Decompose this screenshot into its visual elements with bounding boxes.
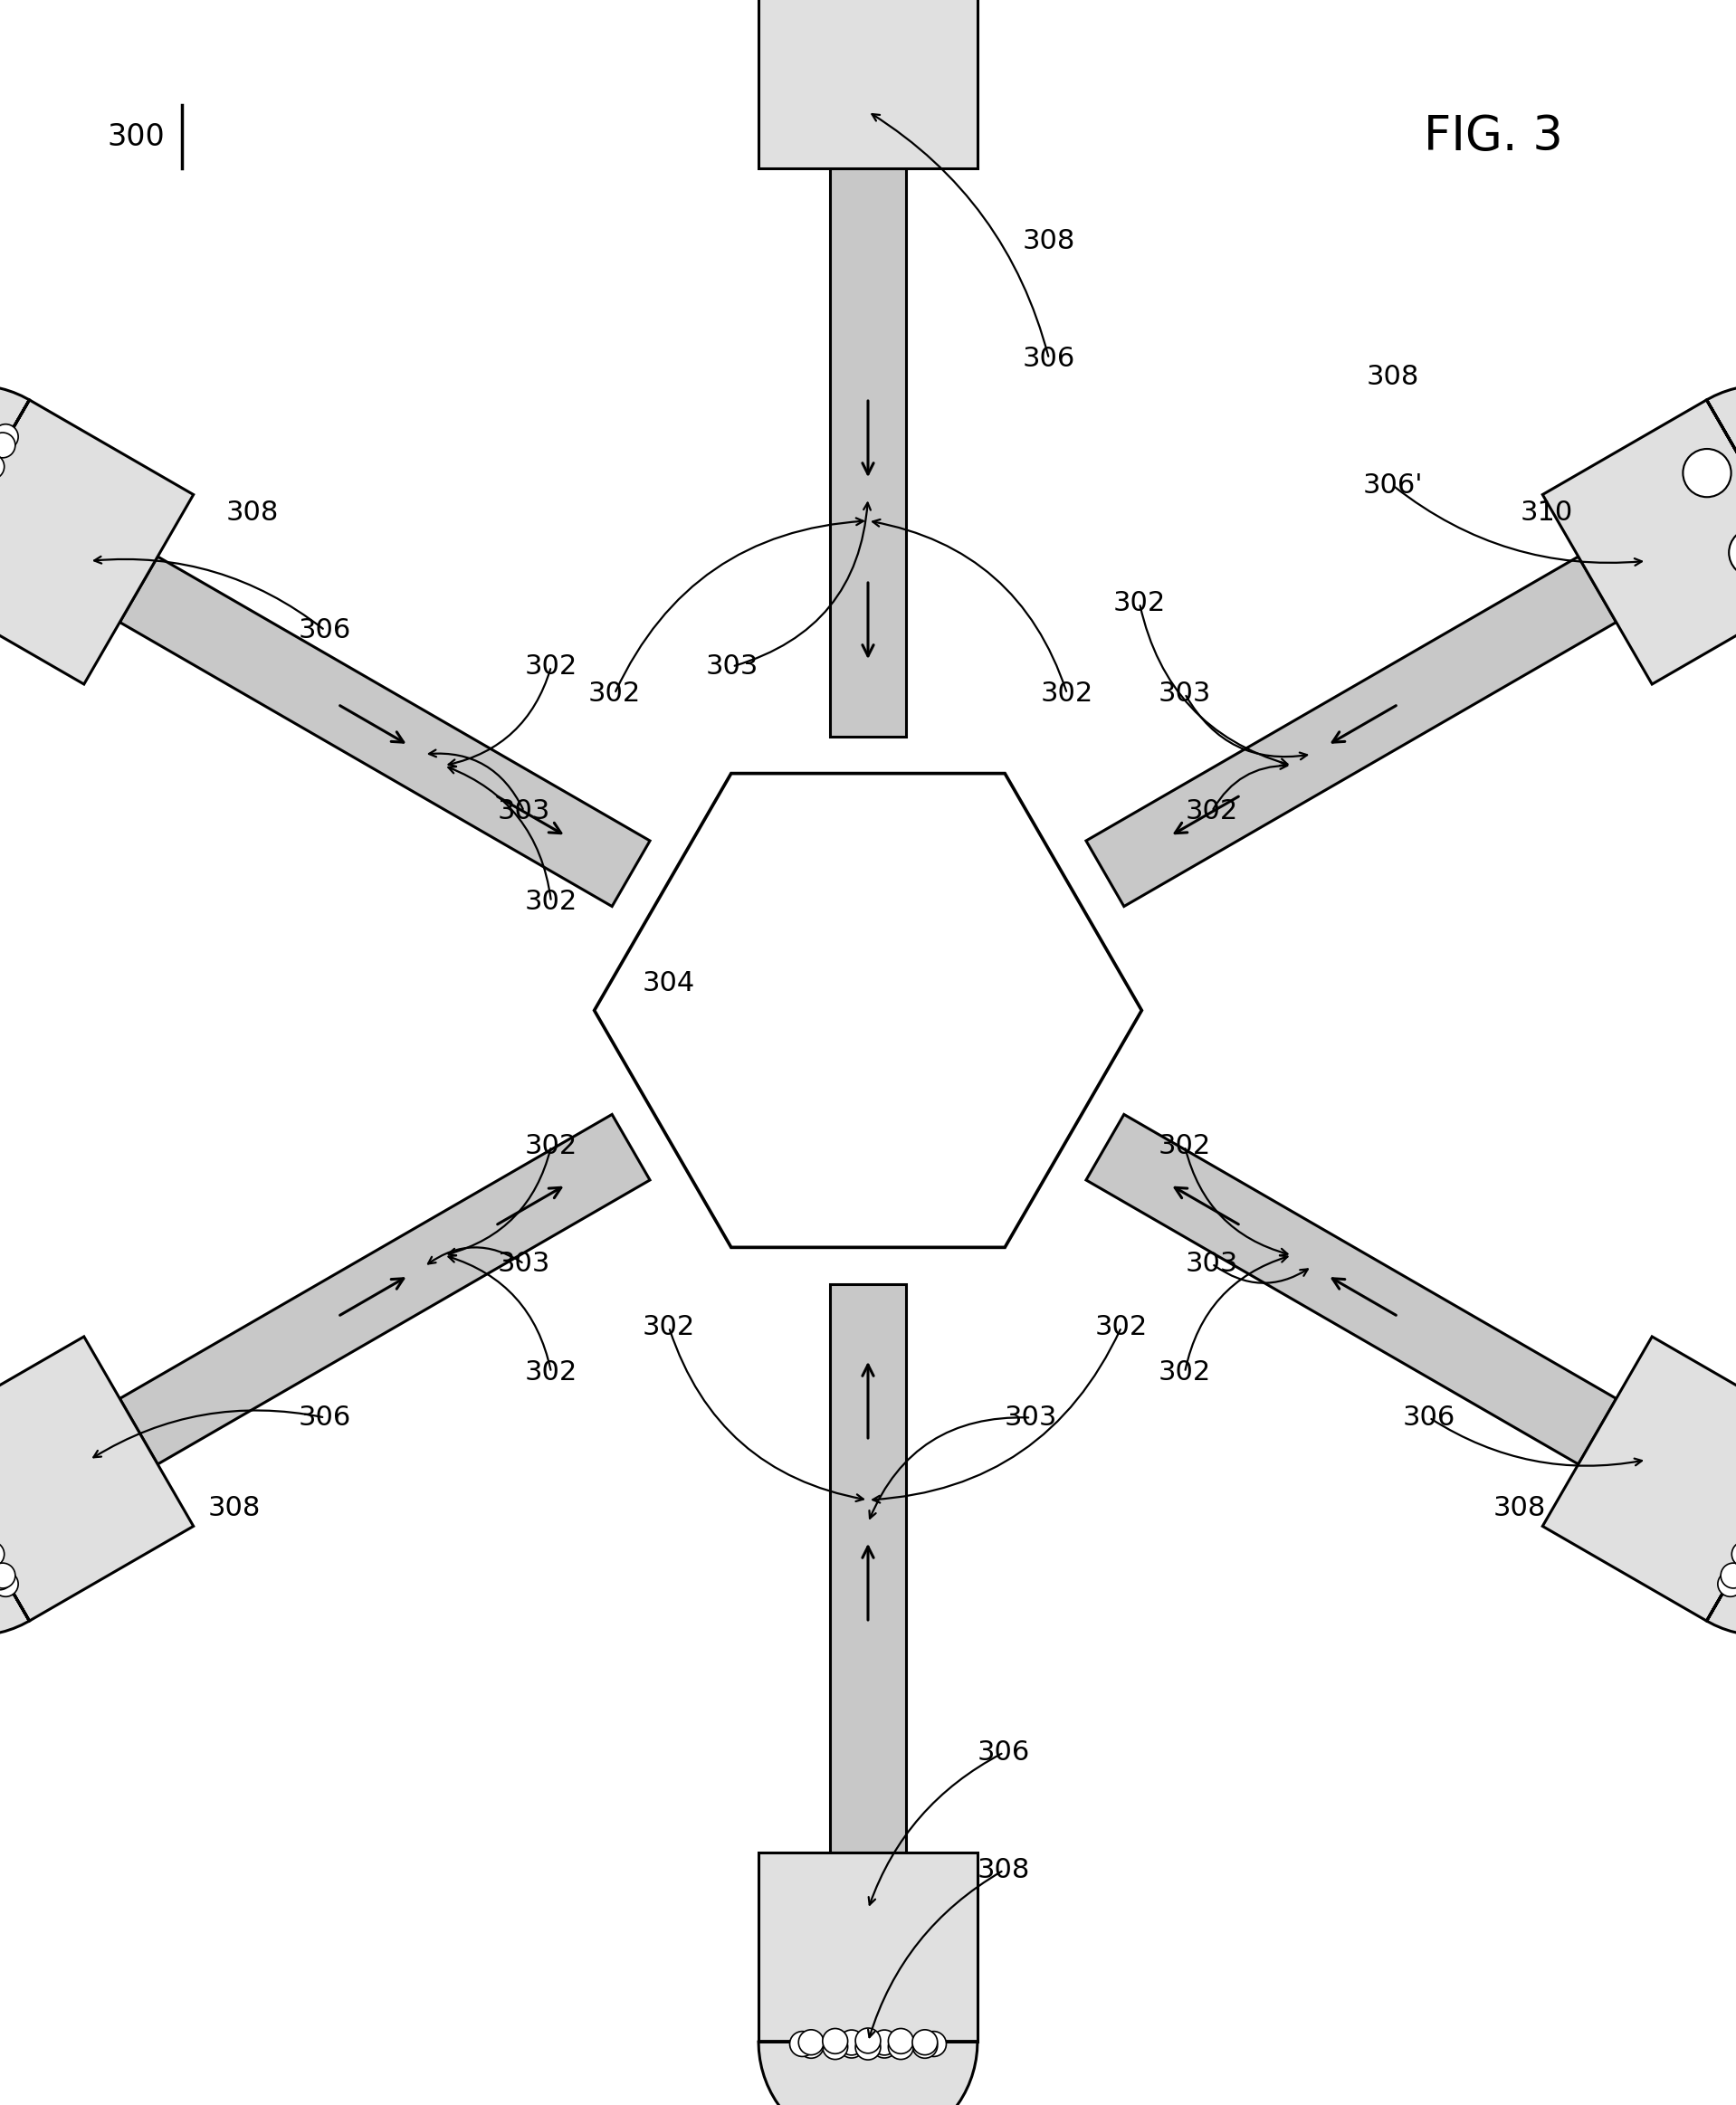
Text: 306: 306 — [1403, 1404, 1455, 1431]
Text: FIG. 3: FIG. 3 — [1424, 114, 1562, 160]
Circle shape — [0, 1543, 2, 1568]
Text: 303: 303 — [1005, 1404, 1057, 1431]
Polygon shape — [1087, 556, 1616, 907]
Text: 306: 306 — [299, 1404, 351, 1431]
Text: 302: 302 — [524, 888, 578, 916]
Text: 300: 300 — [108, 122, 165, 152]
Circle shape — [856, 2036, 880, 2061]
Polygon shape — [120, 556, 649, 907]
Circle shape — [0, 425, 17, 448]
Text: 302: 302 — [642, 1314, 694, 1341]
Circle shape — [838, 2029, 865, 2054]
Circle shape — [1719, 1572, 1736, 1596]
Polygon shape — [1706, 1431, 1736, 1636]
Text: 308: 308 — [1366, 364, 1420, 389]
Circle shape — [0, 455, 3, 480]
Circle shape — [856, 2027, 880, 2052]
Circle shape — [1724, 1564, 1736, 1589]
Polygon shape — [120, 1114, 649, 1465]
Polygon shape — [1706, 385, 1736, 589]
Circle shape — [799, 2029, 823, 2054]
Text: 303: 303 — [498, 1250, 550, 1278]
Text: 302: 302 — [1042, 680, 1094, 707]
Text: 302: 302 — [1158, 1132, 1212, 1160]
Polygon shape — [1543, 1337, 1736, 1621]
Text: 302: 302 — [524, 653, 578, 680]
Circle shape — [823, 2029, 847, 2054]
Text: 302: 302 — [589, 680, 641, 707]
Circle shape — [0, 1564, 16, 1587]
Text: 306: 306 — [299, 617, 351, 644]
Polygon shape — [759, 0, 977, 168]
Polygon shape — [0, 1337, 193, 1621]
Circle shape — [823, 2031, 847, 2057]
Text: 302: 302 — [1095, 1314, 1147, 1341]
Polygon shape — [1543, 400, 1736, 684]
Text: 308: 308 — [977, 1857, 1029, 1884]
Circle shape — [1734, 1543, 1736, 1568]
Circle shape — [790, 2031, 814, 2057]
Circle shape — [889, 2029, 913, 2054]
Text: 302: 302 — [1158, 1360, 1212, 1385]
Circle shape — [0, 453, 2, 478]
Text: 304: 304 — [642, 970, 694, 996]
Polygon shape — [759, 1852, 977, 2042]
Text: 302: 302 — [1186, 798, 1238, 825]
Text: 308: 308 — [1023, 227, 1075, 255]
Circle shape — [889, 2033, 913, 2059]
Text: 303: 303 — [498, 798, 550, 825]
Text: 310: 310 — [1521, 499, 1573, 526]
Text: 308: 308 — [208, 1495, 260, 1522]
Text: 302: 302 — [524, 1360, 578, 1385]
Text: 303: 303 — [1186, 1250, 1238, 1278]
Text: 308: 308 — [226, 499, 279, 526]
Circle shape — [922, 2031, 946, 2057]
Circle shape — [823, 2033, 847, 2059]
Circle shape — [0, 1572, 17, 1596]
Point — [172, 93, 193, 118]
Circle shape — [0, 1564, 12, 1589]
Polygon shape — [0, 400, 193, 684]
Text: 303: 303 — [1158, 680, 1212, 707]
Polygon shape — [759, 2042, 977, 2105]
Circle shape — [1729, 528, 1736, 577]
Polygon shape — [594, 773, 1142, 1248]
Circle shape — [1733, 1541, 1736, 1566]
Circle shape — [799, 2033, 823, 2059]
Circle shape — [871, 2033, 898, 2059]
Circle shape — [0, 434, 16, 457]
Circle shape — [913, 2029, 937, 2054]
Point — [172, 156, 193, 181]
Circle shape — [1720, 1564, 1736, 1587]
Text: 302: 302 — [1113, 589, 1167, 617]
Circle shape — [871, 2029, 898, 2054]
Polygon shape — [830, 1284, 906, 1852]
Text: 306: 306 — [1023, 345, 1075, 373]
Circle shape — [0, 432, 12, 457]
Text: 306: 306 — [977, 1739, 1029, 1766]
Circle shape — [913, 2033, 937, 2059]
Circle shape — [0, 1541, 3, 1566]
Circle shape — [1682, 448, 1731, 497]
Text: 302: 302 — [524, 1132, 578, 1160]
Circle shape — [838, 2033, 865, 2059]
Polygon shape — [1087, 1114, 1616, 1465]
Text: 308: 308 — [1493, 1495, 1547, 1522]
Polygon shape — [0, 385, 30, 589]
Text: 306': 306' — [1363, 472, 1424, 499]
Circle shape — [856, 2031, 880, 2057]
Polygon shape — [0, 1431, 30, 1636]
Circle shape — [889, 2031, 913, 2057]
Text: 303: 303 — [707, 653, 759, 680]
Polygon shape — [830, 168, 906, 737]
